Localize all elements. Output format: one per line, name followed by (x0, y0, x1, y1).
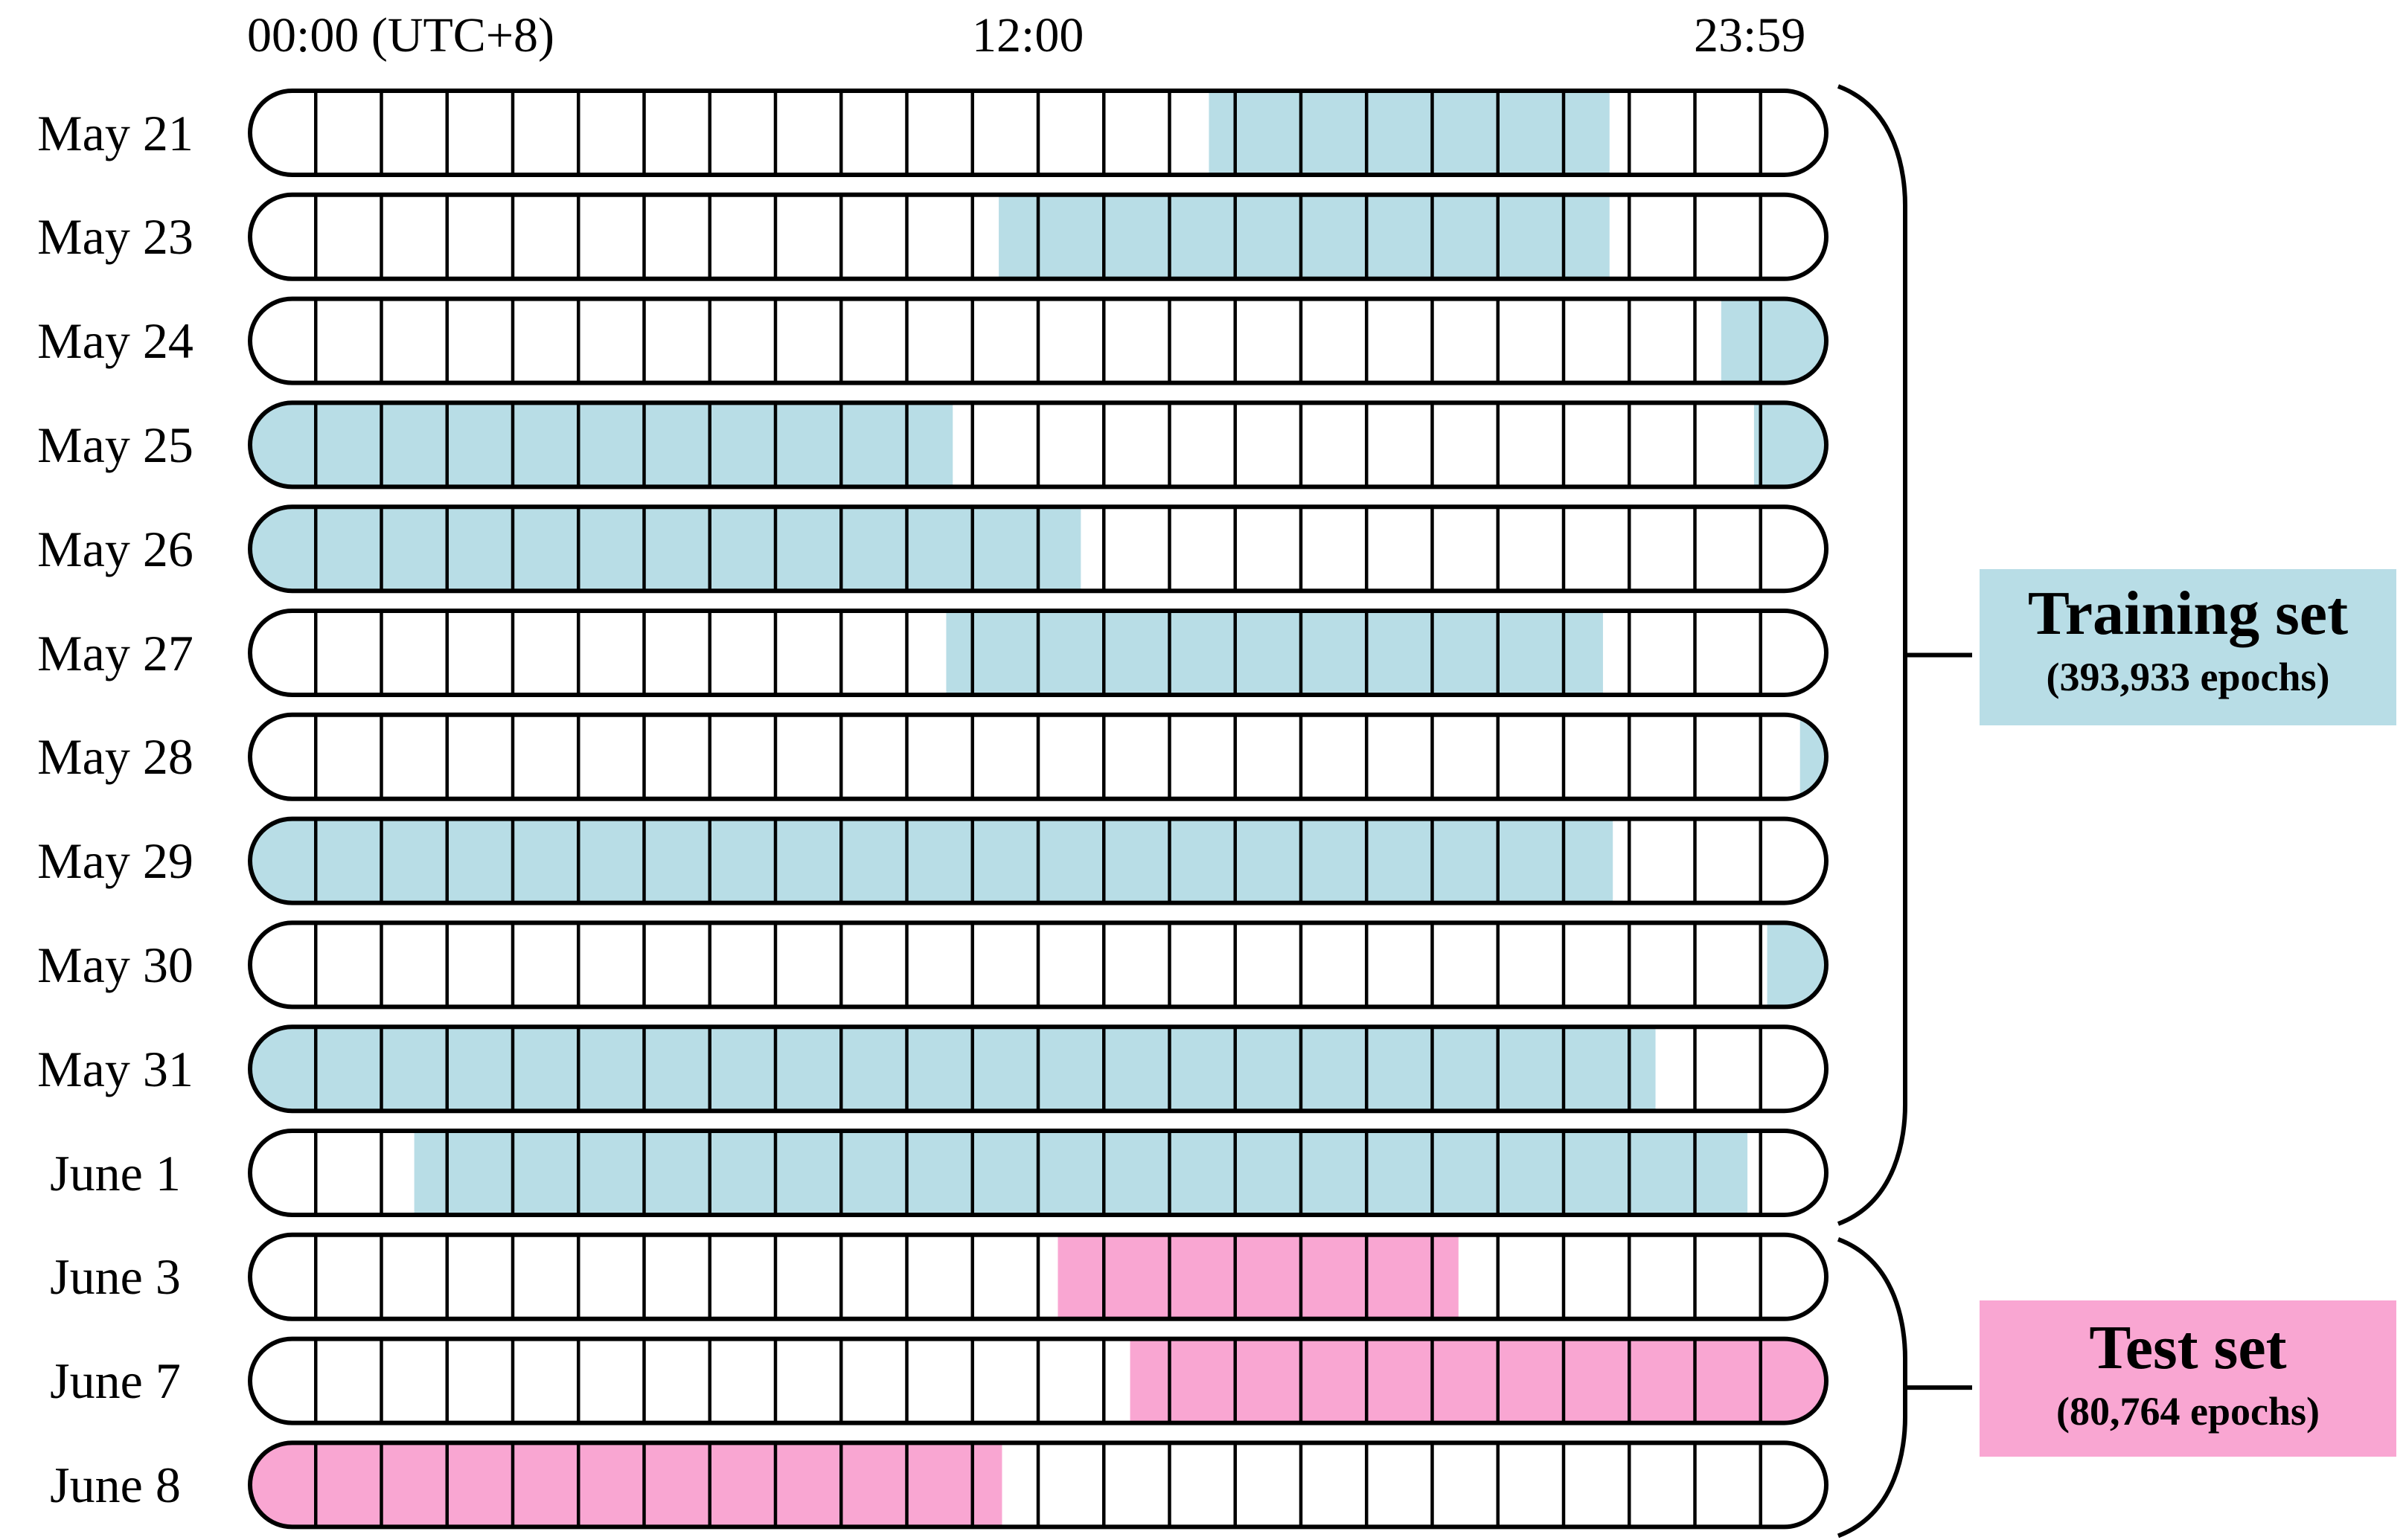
interval-bar (250, 507, 1081, 591)
brace-layer (1837, 84, 1972, 1539)
row-outline (248, 1232, 1829, 1321)
timeline-row (248, 816, 1829, 905)
x-tick-label-mid: 12:00 (972, 8, 1084, 62)
row-outline (248, 609, 1829, 697)
legend-test-count: (80,764 epochs) (2056, 1389, 2320, 1434)
legend-training-title: Training set (2027, 579, 2349, 648)
row-outline (248, 920, 1829, 1010)
row-outline (248, 296, 1829, 385)
interval-bar (946, 611, 1603, 695)
training-brace (1837, 84, 1907, 1226)
row-label: May 25 (37, 416, 193, 473)
timeline-row (248, 296, 1829, 385)
row-label: May 24 (37, 312, 193, 370)
legend-test-title: Test set (2089, 1313, 2287, 1382)
interval-bar (1767, 923, 1826, 1007)
interval-bar (1721, 298, 1826, 383)
rows-layer (248, 89, 1829, 1530)
timeline-row (248, 1440, 1829, 1530)
row-outline (248, 1024, 1829, 1114)
x-tick-label-start: 00:00 (UTC+8) (247, 8, 555, 62)
row-label: May 28 (37, 728, 193, 786)
interval-bar (1209, 91, 1610, 175)
row-outline (248, 89, 1829, 177)
timeline-row (248, 1336, 1829, 1425)
row-label: May 30 (37, 936, 193, 993)
legend-test-set: Test set (80,764 epochs) (1980, 1300, 2396, 1457)
interval-bar (1058, 1234, 1459, 1319)
row-label: June 8 (50, 1456, 181, 1513)
timeline-row (248, 609, 1829, 697)
interval-bar (250, 1027, 1656, 1111)
row-label: June 7 (50, 1353, 181, 1410)
row-label: May 26 (37, 520, 193, 577)
row-outline (248, 1336, 1829, 1425)
row-label: June 3 (50, 1248, 181, 1306)
interval-bar (414, 1131, 1748, 1215)
timeline-row (248, 1024, 1829, 1114)
row-label: May 31 (37, 1040, 193, 1097)
x-tick-label-end: 23:59 (1694, 8, 1806, 62)
row-label: May 21 (37, 104, 193, 161)
row-label: June 1 (50, 1144, 181, 1201)
row-label: May 23 (37, 208, 193, 266)
test-brace (1837, 1236, 1907, 1539)
interval-bar (250, 818, 1613, 903)
timeline-row (248, 192, 1829, 281)
row-outline (248, 400, 1829, 490)
timeline-row (248, 1232, 1829, 1321)
timeline-row (248, 400, 1829, 490)
row-label: May 27 (37, 624, 193, 681)
interval-bar (1130, 1338, 1826, 1423)
row-outline (248, 712, 1829, 801)
interval-bar (250, 1443, 1002, 1527)
interval-bar (250, 402, 953, 487)
timeline-row (248, 89, 1829, 177)
interval-bar (999, 194, 1610, 279)
timeline-row (248, 504, 1829, 594)
row-outline (248, 816, 1829, 905)
timeline-row (248, 712, 1829, 801)
row-outline (248, 192, 1829, 281)
row-label: May 29 (37, 832, 193, 890)
row-outline (248, 1129, 1829, 1217)
row-outline (248, 1440, 1829, 1530)
timeline-row (248, 1129, 1829, 1217)
legend-training-set: Training set (393,933 epochs) (1980, 569, 2396, 725)
row-outline (248, 504, 1829, 594)
legend-training-count: (393,933 epochs) (2046, 655, 2330, 699)
timeline-row (248, 920, 1829, 1010)
